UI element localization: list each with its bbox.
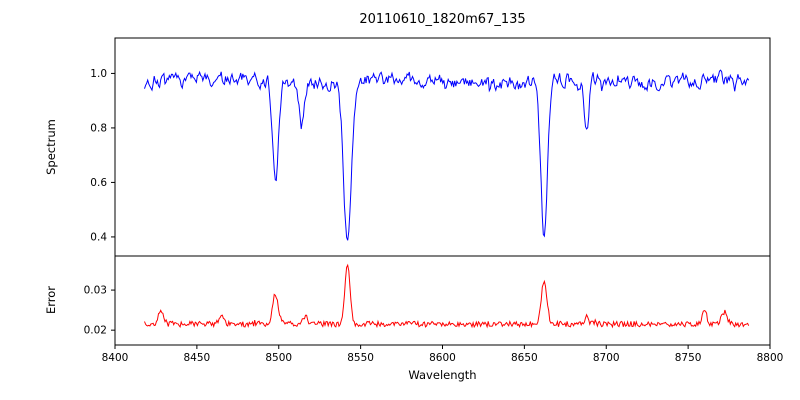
y-tick-label-error: 0.03 [84, 285, 107, 297]
error-line [144, 263, 750, 329]
spectrum-panel-border [114, 37, 771, 257]
x-tick-label: 8650 [511, 352, 538, 364]
x-tick-label: 8800 [757, 352, 784, 364]
y-tick-label-error: 0.02 [84, 325, 107, 337]
x-tick-label: 8700 [593, 352, 620, 364]
y-axis-label-error: Error [44, 285, 58, 315]
y-tick-label-spectrum: 0.4 [90, 231, 107, 243]
y-tick-label-spectrum: 0.6 [90, 177, 107, 189]
y-axis-label-spectrum: Spectrum [44, 119, 58, 175]
x-tick-label: 8450 [184, 352, 211, 364]
x-tick-label: 8750 [675, 352, 702, 364]
x-tick-label: 8550 [347, 352, 374, 364]
x-tick-label: 8400 [102, 352, 129, 364]
x-axis-label: Wavelength [408, 368, 477, 382]
spectrum-line [144, 69, 750, 241]
y-tick-label-spectrum: 1.0 [90, 68, 107, 80]
x-tick-label: 8500 [265, 352, 292, 364]
y-tick-label-spectrum: 0.8 [90, 122, 107, 134]
chart-title: 20110610_1820m67_135 [359, 12, 526, 27]
error-panel-border [114, 255, 771, 346]
x-tick-label: 8600 [429, 352, 456, 364]
